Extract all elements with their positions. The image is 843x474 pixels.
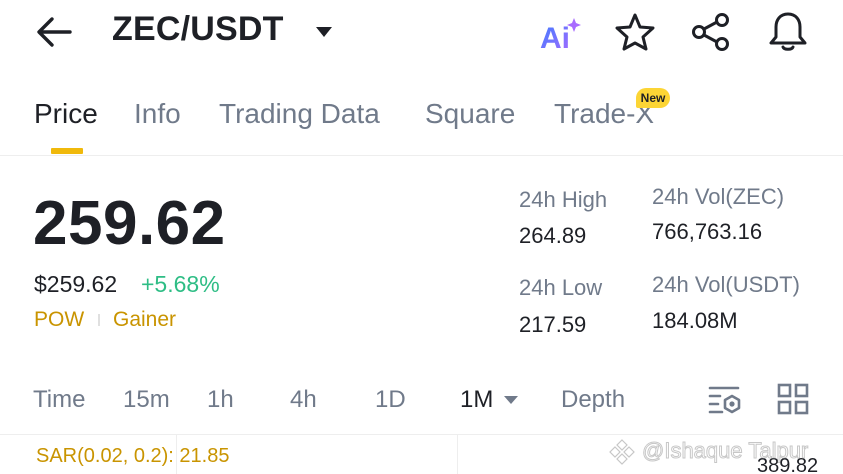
chart-gridline [176, 435, 177, 474]
interval-15m[interactable]: 15m [123, 386, 170, 413]
star-icon[interactable] [614, 12, 656, 52]
chart-area[interactable]: SAR(0.02, 0.2): 21.85 389.82 [0, 434, 843, 474]
high-value: 264.89 [519, 223, 587, 248]
tag-pow[interactable]: POW [34, 308, 85, 331]
share-icon[interactable] [690, 12, 732, 52]
grid-layout-icon[interactable] [776, 382, 810, 416]
vol-base-value: 766,763.16 [652, 219, 763, 244]
pair-title[interactable]: ZEC/USDT [112, 10, 284, 48]
tab-info[interactable]: Info [134, 98, 181, 129]
vol-quote-value: 184.08M [652, 308, 738, 333]
tag-gainer[interactable]: Gainer [113, 308, 177, 331]
binance-logo-icon [609, 439, 635, 465]
interval-1m[interactable]: 1M [460, 386, 494, 413]
new-badge: New [636, 88, 670, 108]
low-value: 217.59 [519, 312, 587, 337]
chart-settings-icon[interactable] [706, 382, 744, 418]
tab-trading-data[interactable]: Trading Data [219, 98, 380, 129]
chart-gridline [457, 435, 458, 474]
back-arrow-icon[interactable] [34, 14, 74, 50]
watermark-text: @Ishaque Talpur [641, 438, 809, 464]
tab-bar: Price Info Trading Data Square Trade-X [0, 84, 843, 156]
price-change-percent: +5.68% [141, 271, 220, 297]
low-label: 24h Low [519, 275, 603, 300]
sar-indicator: SAR(0.02, 0.2): 21.85 [36, 445, 230, 467]
interval-1h[interactable]: 1h [207, 386, 234, 413]
active-tab-indicator [51, 148, 83, 154]
header-bar: ZEC/USDT Ai [0, 0, 843, 70]
interval-4h[interactable]: 4h [290, 386, 317, 413]
last-price: 259.62 [33, 189, 226, 258]
high-label: 24h High [519, 187, 608, 212]
interval-caret-down-icon[interactable] [503, 395, 519, 405]
vol-base-label: 24h Vol(ZEC) [652, 184, 785, 209]
usd-price: $259.62 [34, 271, 118, 297]
tab-price[interactable]: Price [34, 98, 98, 129]
caret-down-icon[interactable] [315, 26, 333, 38]
interval-bar: Time 15m 1h 4h 1D 1M Depth [0, 380, 843, 424]
watermark: @Ishaque Talpur [608, 436, 838, 466]
tab-square[interactable]: Square [425, 98, 516, 129]
price-axis-label: 389.82 [757, 455, 819, 474]
ai-label: Ai [540, 22, 570, 54]
interval-depth[interactable]: Depth [561, 386, 626, 413]
interval-1d[interactable]: 1D [375, 386, 406, 413]
tag-separator [98, 314, 100, 326]
bell-icon[interactable] [766, 10, 810, 52]
interval-time[interactable]: Time [33, 386, 86, 413]
vol-quote-label: 24h Vol(USDT) [652, 272, 800, 297]
ai-icon[interactable]: Ai [538, 14, 582, 54]
